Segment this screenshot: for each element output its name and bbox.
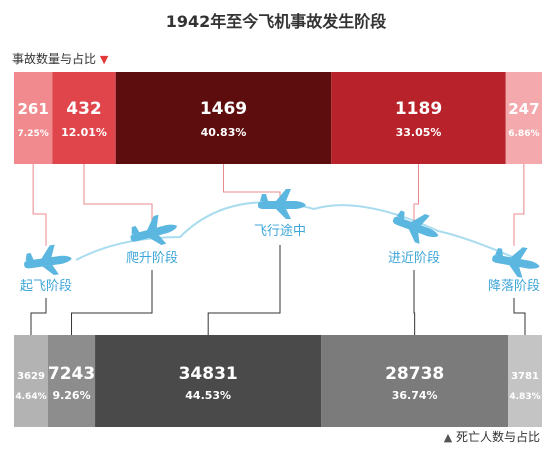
airplane-shape <box>392 210 439 244</box>
death-connector-line <box>30 298 47 335</box>
accident-value-label: 1469 <box>200 99 247 119</box>
accident-bar <box>505 72 542 164</box>
accident-connector-line <box>83 164 153 226</box>
accident-bar <box>52 72 116 164</box>
accident-percent-label: 33.05% <box>396 126 442 139</box>
deaths-legend: ▲ 死亡人数与占比 <box>444 428 540 445</box>
death-percent-label: 4.64% <box>15 392 46 402</box>
down-triangle-icon: ▼ <box>99 53 109 66</box>
accident-connector-line <box>513 164 525 246</box>
phase-label: 进近阶段 <box>388 251 440 266</box>
death-value-label: 3781 <box>511 371 539 382</box>
airplane-shape <box>24 244 72 276</box>
phase-label: 爬升阶段 <box>126 251 178 266</box>
airplane-icon <box>24 244 72 276</box>
airplane-icon <box>492 247 540 278</box>
accidents-legend: 事故数量与占比 ▼ <box>12 50 108 67</box>
phase-label: 起飞阶段 <box>20 279 72 294</box>
accident-value-label: 261 <box>17 100 48 118</box>
accident-bar <box>14 72 53 164</box>
accident-connector-line <box>413 164 420 226</box>
death-bar <box>48 335 96 427</box>
accident-value-label: 432 <box>66 99 102 119</box>
chart-title: 1942年至今飞机事故发生阶段 <box>165 12 387 31</box>
airplane-icon <box>392 210 439 244</box>
accident-percent-label: 12.01% <box>61 126 107 139</box>
accident-bar <box>331 72 506 164</box>
accident-percent-label: 6.86% <box>508 129 539 139</box>
accident-percent-label: 7.25% <box>18 129 49 139</box>
death-bar <box>321 335 508 427</box>
death-percent-label: 4.83% <box>509 392 540 402</box>
phase-label: 飞行途中 <box>254 223 306 239</box>
deaths-legend-label: 死亡人数与占比 <box>455 430 540 444</box>
accident-value-label: 1189 <box>395 99 442 119</box>
accident-connector-line <box>222 164 281 198</box>
death-connector-line <box>71 270 153 335</box>
death-value-label: 3629 <box>17 371 45 382</box>
death-connector-line <box>207 245 281 335</box>
death-bar <box>508 335 542 427</box>
accident-bar <box>115 72 332 164</box>
up-triangle-icon: ▲ <box>443 431 453 444</box>
phase-label: 降落阶段 <box>488 279 540 294</box>
death-connector-line <box>413 270 416 335</box>
death-bar <box>95 335 322 427</box>
death-percent-label: 9.26% <box>52 389 90 402</box>
death-value-label: 7243 <box>48 364 95 384</box>
airplane-shape <box>258 189 306 219</box>
airplane-icon <box>130 214 178 245</box>
death-percent-label: 44.53% <box>185 389 231 402</box>
death-percent-label: 36.74% <box>392 389 438 402</box>
accident-connector-line <box>32 164 47 246</box>
airplane-shape <box>492 247 540 278</box>
airplane-icon <box>258 189 306 219</box>
accident-value-label: 247 <box>508 100 539 118</box>
death-value-label: 28738 <box>385 364 444 384</box>
accident-percent-label: 40.83% <box>201 126 247 139</box>
flight-path <box>75 201 525 263</box>
death-value-label: 34831 <box>179 364 238 384</box>
accidents-legend-label: 事故数量与占比 <box>12 52 97 66</box>
death-bar <box>14 335 48 427</box>
airplane-shape <box>130 214 178 245</box>
death-connector-line <box>513 298 526 335</box>
